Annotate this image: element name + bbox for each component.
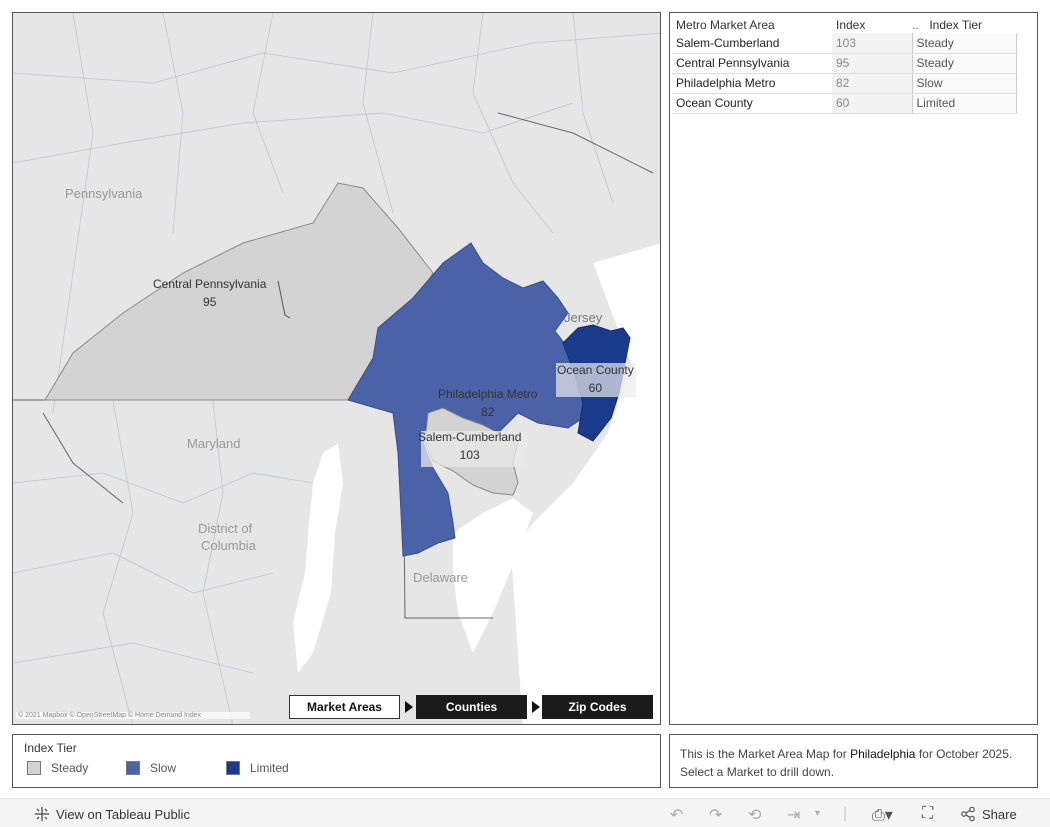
legend-item-limited[interactable]: Limited [226,761,289,775]
legend-panel: Index Tier Steady Slow Limited [12,734,661,788]
region-name: Salem-Cumberland [418,430,522,444]
region-index: 60 [588,381,603,395]
map-label-ocean-county: Ocean County 60 [557,361,634,397]
map-label-salem-cumberland: Salem-Cumberland 103 [418,428,521,464]
county-boundaries [13,13,660,724]
place-label-maryland: Maryland [187,436,241,451]
header-index-tier[interactable]: .. Index Tier [912,17,1016,33]
cell-name: Philadelphia Metro [672,73,832,94]
label-backdrop [421,431,527,467]
place-label-jersey: Jersey [564,310,603,325]
legend-label: Limited [250,761,289,775]
description-prefix: This is the Market Area Map for [680,747,847,761]
cell-tier: Limited [911,93,1017,114]
refresh-icon[interactable]: ⇥ [787,807,801,824]
revert-icon[interactable]: ⟲ [748,807,762,824]
region-index: 95 [203,295,217,309]
description-suffix: for October 2025. [918,747,1013,761]
header-metro-market-area[interactable]: Metro Market Area [676,18,775,32]
tableau-toolbar: View on Tableau Public ↶ ↷ ⟲ ⇥ ▾ | ⎙▾ ⛶ … [0,798,1050,827]
region-index: 103 [459,448,480,462]
description-panel: This is the Market Area Map for Philadel… [669,734,1038,788]
map-canvas[interactable] [13,13,661,725]
table-row[interactable]: Philadelphia Metro 82 Slow [672,73,1017,94]
header-index-tier-label: Index Tier [929,18,983,32]
place-label-pennsylvania: Pennsylvania [65,186,143,201]
view-on-tableau-public-label: View on Tableau Public [56,806,190,822]
fullscreen-icon[interactable]: ⛶ [922,805,934,822]
drill-arrow-icon [405,701,413,713]
tableau-logo-icon [35,807,49,821]
label-backdrop [556,363,636,397]
drill-market-areas-button[interactable]: Market Areas [289,695,400,719]
legend-swatch [226,761,240,775]
place-label-dc-line2: Columbia [201,538,256,553]
market-table-panel: Metro Market Area Index .. Index Tier Sa… [669,12,1038,725]
header-index[interactable]: Index [836,18,866,32]
drill-arrow-icon [532,701,540,713]
drill-counties-button[interactable]: Counties [416,695,527,719]
legend-title: Index Tier [24,741,77,755]
market-table: Metro Market Area Index .. Index Tier Sa… [672,17,1017,114]
table-row[interactable]: Ocean County 60 Limited [672,93,1017,114]
region-name: Philadelphia Metro [438,387,538,401]
cell-tier: Slow [911,73,1017,94]
region-name: Central Pennsylvania [153,277,267,291]
chevron-down-icon[interactable]: ▾ [815,808,821,819]
legend-item-steady[interactable]: Steady [27,761,88,775]
legend-item-slow[interactable]: Slow [126,761,176,775]
delaware-bay-water [453,498,533,653]
cell-tier: Steady [911,33,1017,54]
legend-swatch [126,761,140,775]
region-index: 82 [481,405,495,419]
legend-label: Slow [150,761,177,775]
cell-name: Ocean County [672,93,832,114]
map-attribution: © 2021 Mapbox © OpenStreetMap © Home Dem… [16,712,250,719]
chesapeake-water [293,443,343,673]
table-header-row: Metro Market Area Index .. Index Tier [672,17,1016,33]
download-icon[interactable]: ⎙▾ [872,807,893,824]
table-row[interactable]: Central Pennsylvania 95 Steady [672,53,1017,74]
undo-icon[interactable]: ↶ [670,807,684,824]
legend-label: Steady [51,761,89,775]
share-icon [961,806,975,822]
table-row[interactable]: Salem-Cumberland 103 Steady [672,33,1017,54]
description-city: Philadelphia [850,747,916,761]
share-button[interactable]: Share [960,806,1017,822]
cell-index: 103 [832,33,912,54]
view-on-tableau-public-link[interactable]: View on Tableau Public [34,806,190,822]
cell-name: Salem-Cumberland [672,33,832,54]
drill-zip-codes-button[interactable]: Zip Codes [542,695,653,719]
map-label-philadelphia-metro: Philadelphia Metro 82 [438,385,537,421]
cell-tier: Steady [911,53,1017,74]
market-area-map[interactable]: Pennsylvania Maryland District of Columb… [12,12,661,725]
map-label-central-pennsylvania: Central Pennsylvania 95 [153,275,266,311]
cell-index: 82 [832,73,912,94]
label-leader-line [277,280,291,319]
place-label-dc-line1: District of [198,521,253,536]
divider-icon: | [843,805,848,822]
header-dots: .. [912,18,919,32]
redo-icon[interactable]: ↷ [709,807,723,824]
cell-index: 60 [832,93,912,114]
cell-index: 95 [832,53,912,74]
description-line2: Select a Market to drill down. [680,765,835,779]
region-philadelphia-metro[interactable] [347,242,584,557]
share-label: Share [982,806,1017,822]
region-name: Ocean County [557,363,634,377]
place-label-delaware: Delaware [413,570,468,585]
cell-name: Central Pennsylvania [672,53,832,74]
description-line1: This is the Market Area Map for Philadel… [680,745,1037,763]
legend-swatch [27,761,41,775]
atlantic-water [511,243,660,724]
